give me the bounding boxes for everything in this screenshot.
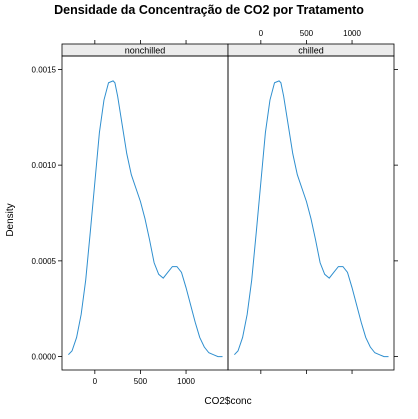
panel-chilled: chilled — [227, 43, 395, 371]
x-tick-label-nonchilled-1000: 1000 — [177, 377, 195, 386]
density-line-chilled — [234, 80, 389, 358]
y-tick-label-0: 0.0000 — [32, 353, 57, 362]
panel-frame-chilled — [227, 55, 395, 371]
x-tick-label-chilled-0: 0 — [259, 29, 264, 38]
strip-label-chilled: chilled — [298, 46, 324, 56]
panels-group: nonchilled chilled — [61, 43, 395, 371]
strip-label-nonchilled: nonchilled — [125, 46, 166, 56]
x-tick-label-nonchilled-500: 500 — [134, 377, 148, 386]
y-axis-label: Density — [5, 203, 16, 236]
panel-frame-nonchilled — [61, 55, 229, 371]
axes-group: 0 500 1000 0 500 1000 0.0000 0.0005 0.0010 0.0015 — [32, 29, 398, 386]
x-axis-label: CO2$conc — [204, 396, 251, 407]
panel-nonchilled: nonchilled — [61, 43, 229, 371]
x-tick-label-chilled-500: 500 — [300, 29, 314, 38]
x-tick-label-chilled-1000: 1000 — [343, 29, 361, 38]
y-tick-label-2: 0.0010 — [32, 161, 57, 170]
density-line-nonchilled — [68, 80, 223, 358]
chart-title: Densidade da Concentração de CO2 por Tra… — [54, 3, 364, 17]
x-tick-label-nonchilled-0: 0 — [93, 377, 98, 386]
y-tick-label-3: 0.0015 — [32, 65, 57, 74]
y-tick-label-1: 0.0005 — [32, 257, 57, 266]
